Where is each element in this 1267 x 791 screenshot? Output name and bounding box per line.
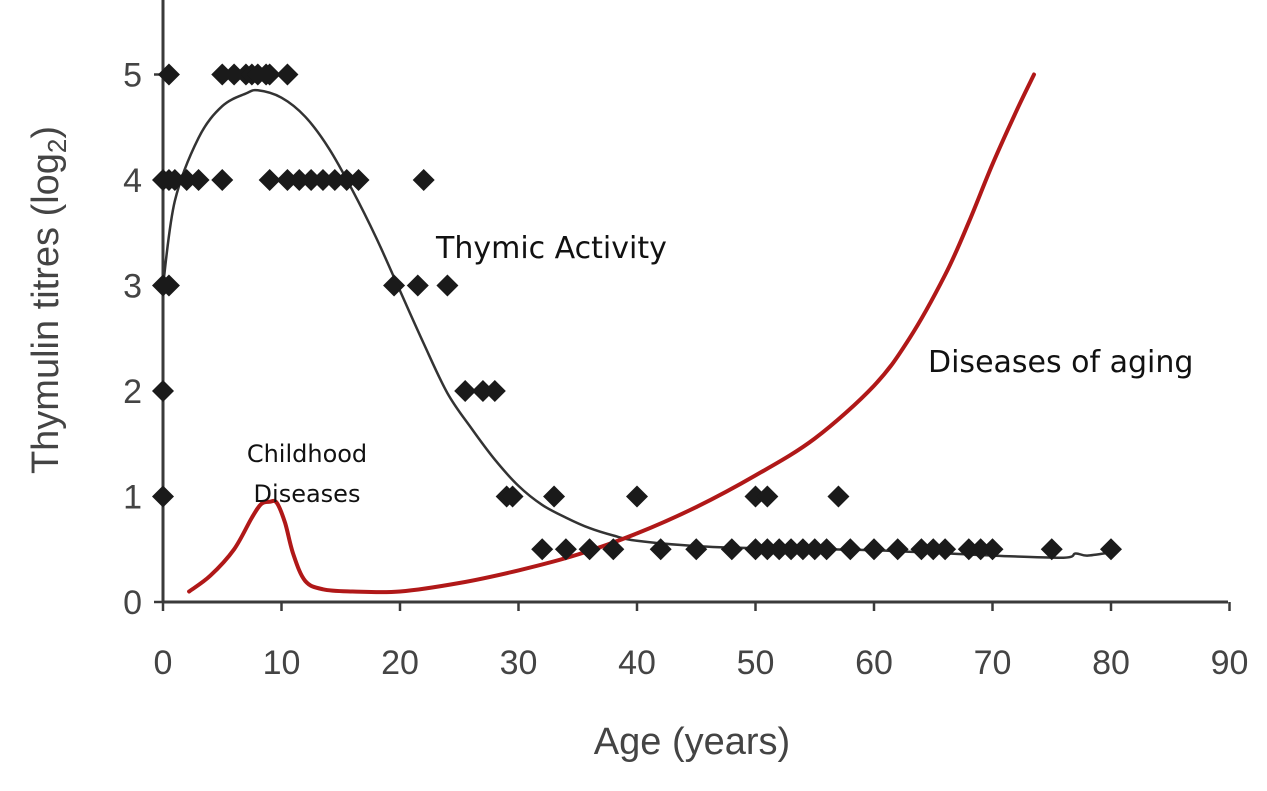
x-tick-label: 90: [1211, 644, 1249, 682]
data-point: [436, 274, 459, 297]
data-point: [649, 538, 672, 561]
data-point: [258, 63, 281, 86]
diseases-curve: [187, 72, 1036, 595]
data-point: [578, 538, 601, 561]
data-point: [1040, 538, 1063, 561]
data-point: [288, 169, 311, 191]
x-tick-label: 50: [737, 644, 775, 682]
data-point: [531, 538, 554, 561]
data-point: [211, 63, 234, 86]
data-point: [969, 538, 992, 561]
data-point: [922, 538, 945, 561]
data-point: [152, 485, 174, 508]
data-point: [554, 538, 577, 561]
data-point: [412, 169, 435, 191]
data-point: [543, 485, 566, 508]
data-point: [223, 63, 246, 86]
x-tick-label: 10: [263, 644, 301, 682]
x-tick-label: 40: [618, 644, 656, 682]
data-point: [276, 169, 299, 191]
data-point: [886, 538, 909, 561]
data-point: [157, 63, 180, 86]
data-point: [744, 485, 767, 508]
y-tick-label: 1: [123, 479, 142, 517]
y-tick-label: 4: [123, 162, 142, 200]
data-point: [815, 538, 838, 561]
x-tick-label: 70: [974, 644, 1012, 682]
data-point: [863, 538, 885, 561]
data-point: [276, 63, 299, 86]
thymic-activity-label: Thymic Activity: [435, 231, 667, 266]
x-tick-label: 0: [154, 644, 173, 682]
y-tick-label: 2: [123, 373, 142, 411]
data-point: [803, 538, 826, 561]
data-point: [827, 485, 850, 508]
childhood-label-line2: Diseases: [254, 480, 361, 508]
y-axis-ticks: 0 1 2 3 4 5: [123, 57, 163, 622]
thymic-activity-curve: [161, 88, 1112, 559]
x-tick-label: 60: [855, 644, 893, 682]
data-point: [780, 538, 803, 561]
data-point: [152, 380, 174, 402]
childhood-label-line1: Childhood: [247, 440, 367, 468]
data-point: [910, 538, 933, 561]
data-point: [383, 274, 406, 297]
data-point: [720, 538, 743, 561]
data-point: [957, 538, 980, 561]
data-point: [211, 169, 234, 191]
x-tick-label: 20: [381, 644, 419, 682]
diseases-of-aging-label: Diseases of aging: [928, 345, 1193, 380]
x-axis-ticks: 0 10 20 30 40 50 60 70 80 90: [154, 602, 1249, 682]
data-point: [744, 538, 767, 561]
data-point: [347, 169, 370, 191]
data-point: [626, 485, 648, 508]
data-point: [685, 538, 708, 561]
data-point: [175, 169, 198, 191]
data-point: [163, 169, 186, 191]
data-point: [335, 169, 358, 191]
data-point: [768, 538, 791, 561]
data-point: [483, 380, 506, 402]
y-axis-title-main: Thymulin titres (log: [25, 153, 67, 474]
data-point: [934, 538, 957, 561]
data-point: [187, 169, 210, 191]
y-axis-title-close: ): [25, 126, 67, 139]
data-point: [406, 274, 429, 297]
data-point: [1100, 538, 1122, 561]
data-point: [839, 538, 862, 561]
data-point: [756, 538, 779, 561]
y-tick-label: 5: [123, 57, 142, 95]
y-axis-title: Thymulin titres (log2): [25, 126, 72, 474]
data-point: [157, 274, 180, 297]
data-point: [323, 169, 346, 191]
x-axis-title: Age (years): [594, 721, 790, 763]
data-point: [300, 169, 323, 191]
x-tick-label: 80: [1092, 644, 1130, 682]
data-point: [471, 380, 494, 402]
data-point: [756, 485, 779, 508]
data-points: [152, 63, 1122, 561]
data-point: [501, 485, 524, 508]
data-point: [602, 538, 625, 561]
x-tick-label: 30: [500, 644, 538, 682]
data-point: [981, 538, 1004, 561]
data-point: [791, 538, 814, 561]
y-tick-label: 0: [123, 584, 142, 622]
data-point: [258, 169, 281, 191]
y-tick-label: 3: [123, 268, 142, 306]
data-point: [311, 169, 334, 191]
data-point: [454, 380, 477, 402]
y-axis-title-subscript: 2: [42, 139, 72, 153]
